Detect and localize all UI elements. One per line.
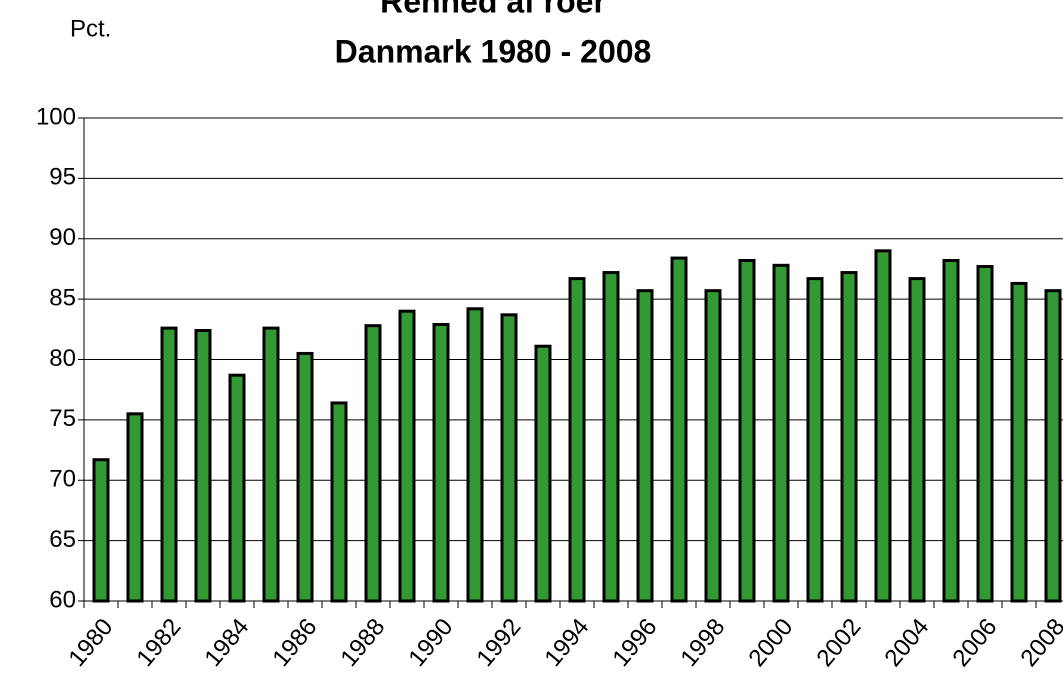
bar [942,258,960,603]
bar [364,324,382,603]
y-tick-label: 95 [49,164,76,191]
bar [194,329,212,603]
bar [602,271,620,603]
bar [398,309,416,603]
bar [500,313,518,603]
bar [296,351,314,603]
bar [806,277,824,603]
bar [160,326,178,603]
x-tick-label: 1992 [471,614,526,672]
bar [432,322,450,603]
x-tick-label: 2006 [947,614,1002,672]
bar [976,265,994,603]
x-tick-label: 2004 [879,614,934,672]
x-tick-label: 2008 [1015,614,1063,672]
bar [874,249,892,603]
bar [126,412,144,603]
bar [534,344,552,603]
x-tick-label: 2002 [811,614,866,672]
bar [1010,281,1028,603]
x-tick-label: 1990 [403,614,458,672]
bar [568,277,586,603]
y-tick-label: 85 [49,284,76,311]
bar [92,458,110,603]
y-tick-label: 80 [49,345,76,372]
bar [704,289,722,603]
y-tick-label: 60 [49,586,76,613]
chart-title: Renhed af roer [380,0,606,19]
x-tick-label: 1998 [675,614,730,672]
bar [466,307,484,603]
x-tick-label: 1984 [199,614,254,672]
y-tick-label: 90 [49,224,76,251]
y-axis-label: Pct. [70,15,111,42]
bar [228,373,246,603]
bar [772,263,790,603]
chart-subtitle: Danmark 1980 - 2008 [335,33,652,69]
y-tick-label: 65 [49,526,76,553]
x-tick-label: 1986 [267,614,322,672]
y-tick-label: 70 [49,466,76,493]
bar [738,258,756,603]
x-tick-label: 1996 [607,614,662,672]
bar [670,256,688,603]
x-tick-label: 1988 [335,614,390,672]
bar [262,326,280,603]
bar [636,289,654,603]
bar [908,277,926,603]
bar [330,401,348,603]
x-tick-label: 1982 [131,614,186,672]
bar [840,271,858,603]
y-tick-label: 100 [36,103,76,130]
x-tick-label: 1994 [539,614,594,672]
y-tick-label: 75 [49,405,76,432]
x-tick-label: 2000 [743,614,798,672]
bar [1044,289,1062,603]
x-tick-label: 1980 [63,614,118,672]
